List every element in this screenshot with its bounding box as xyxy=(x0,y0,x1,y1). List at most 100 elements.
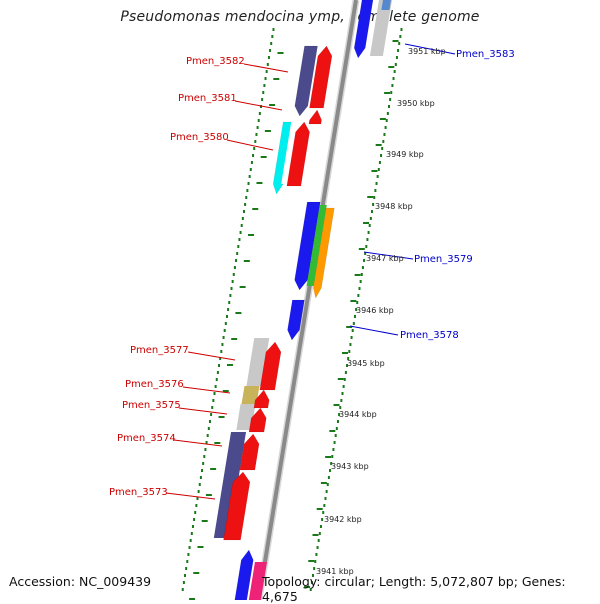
feature-pmen-3574 xyxy=(239,433,260,471)
right-track-tick xyxy=(350,300,357,302)
right-track-tick xyxy=(375,144,382,146)
gene-label-pmen-3577[interactable]: Pmen_3577 xyxy=(130,345,189,356)
leader-line xyxy=(363,251,414,260)
left-track-tick xyxy=(273,78,280,80)
right-dot xyxy=(391,84,394,87)
left-dot xyxy=(223,329,226,332)
gene-label-pmen-3583[interactable]: Pmen_3583 xyxy=(456,49,515,60)
right-dot xyxy=(367,231,370,234)
left-dot xyxy=(240,224,243,227)
left-dot xyxy=(225,315,228,318)
left-dot xyxy=(272,28,275,31)
gene-label-pmen-3576[interactable]: Pmen_3576 xyxy=(125,379,184,390)
gene-label-pmen-3575[interactable]: Pmen_3575 xyxy=(122,400,181,411)
left-dot xyxy=(227,308,230,311)
right-track-tick xyxy=(371,170,378,172)
feature-pmen-3576-olive xyxy=(241,386,260,404)
right-dot xyxy=(381,147,384,150)
right-dot xyxy=(334,434,337,437)
right-dot xyxy=(331,455,334,458)
feature-pmen-3573 xyxy=(223,471,251,541)
right-track-tick xyxy=(312,534,319,536)
gene-label-pmen-3573[interactable]: Pmen_3573 xyxy=(109,487,168,498)
right-dot xyxy=(317,539,320,542)
right-track-tick xyxy=(316,508,323,510)
left-dot xyxy=(203,455,206,458)
gene-label-pmen-3582[interactable]: Pmen_3582 xyxy=(186,56,245,67)
gene-label-pmen-3574[interactable]: Pmen_3574 xyxy=(117,433,176,444)
left-dot xyxy=(248,175,251,178)
right-dot xyxy=(330,462,333,465)
right-dot xyxy=(392,77,395,80)
feature-pmen-3577-gray xyxy=(246,338,270,386)
right-dot xyxy=(318,532,321,535)
right-dot xyxy=(335,427,338,430)
left-dot xyxy=(214,385,217,388)
right-dot xyxy=(350,336,353,339)
gene-label-pmen-3578[interactable]: Pmen_3578 xyxy=(400,330,459,341)
right-dot xyxy=(344,371,347,374)
left-dot xyxy=(252,154,255,157)
right-dot xyxy=(309,588,312,591)
right-dot xyxy=(395,56,398,59)
right-dot xyxy=(360,273,363,276)
left-dot xyxy=(186,560,189,563)
right-dot xyxy=(359,280,362,283)
left-dot xyxy=(207,427,210,430)
gene-label-pmen-3581[interactable]: Pmen_3581 xyxy=(178,93,237,104)
left-track-tick xyxy=(218,416,225,418)
left-track-tick xyxy=(222,390,229,392)
right-dot xyxy=(380,154,383,157)
right-dot xyxy=(329,469,332,472)
right-dot xyxy=(340,399,343,402)
feature-pmen-3580-gap xyxy=(281,122,298,184)
left-dot xyxy=(259,105,262,108)
left-dot xyxy=(262,91,265,94)
leader-line xyxy=(165,492,216,500)
left-dot xyxy=(241,217,244,220)
left-track-tick xyxy=(256,182,263,184)
right-track-tick xyxy=(354,274,361,276)
left-dot xyxy=(206,434,209,437)
right-dot xyxy=(397,49,400,52)
right-dot xyxy=(375,182,378,185)
right-dot xyxy=(336,420,339,423)
dotted-track-guides xyxy=(181,28,403,591)
leader-line xyxy=(187,351,236,361)
left-dot xyxy=(213,392,216,395)
label-leader-lines xyxy=(165,43,456,500)
right-dot xyxy=(353,315,356,318)
right-track-tick xyxy=(379,118,386,120)
kbp-label-3947: 3947 kbp xyxy=(366,254,404,263)
left-dot xyxy=(228,301,231,304)
left-dot xyxy=(263,84,266,87)
left-dot xyxy=(204,448,207,451)
kbp-label-3950: 3950 kbp xyxy=(397,99,435,108)
right-track-tick xyxy=(363,222,370,224)
leader-line xyxy=(243,63,289,73)
leader-line xyxy=(349,325,399,336)
left-dot xyxy=(199,476,202,479)
right-dot xyxy=(347,357,350,360)
right-dot xyxy=(364,252,367,255)
right-dot xyxy=(393,70,396,73)
right-dot xyxy=(312,574,315,577)
feature-top-blue xyxy=(353,0,374,59)
gene-label-pmen-3580[interactable]: Pmen_3580 xyxy=(170,132,229,143)
left-dot xyxy=(201,469,204,472)
right-dot xyxy=(355,308,358,311)
left-track-tick xyxy=(210,468,217,470)
leader-line xyxy=(234,100,283,111)
accession-text: Accession: NC_009439 xyxy=(9,574,152,589)
right-dot xyxy=(341,392,344,395)
leader-line xyxy=(173,439,223,447)
right-dot xyxy=(370,210,373,213)
feature-pmen-3582-cds xyxy=(309,45,333,109)
gene-label-pmen-3579[interactable]: Pmen_3579 xyxy=(414,254,473,265)
left-dot xyxy=(185,567,188,570)
gene-features[interactable] xyxy=(213,0,392,600)
right-dot xyxy=(352,322,355,325)
feature-pmen-3579-blue xyxy=(294,201,321,291)
left-dot xyxy=(196,497,199,500)
right-dot xyxy=(316,546,319,549)
